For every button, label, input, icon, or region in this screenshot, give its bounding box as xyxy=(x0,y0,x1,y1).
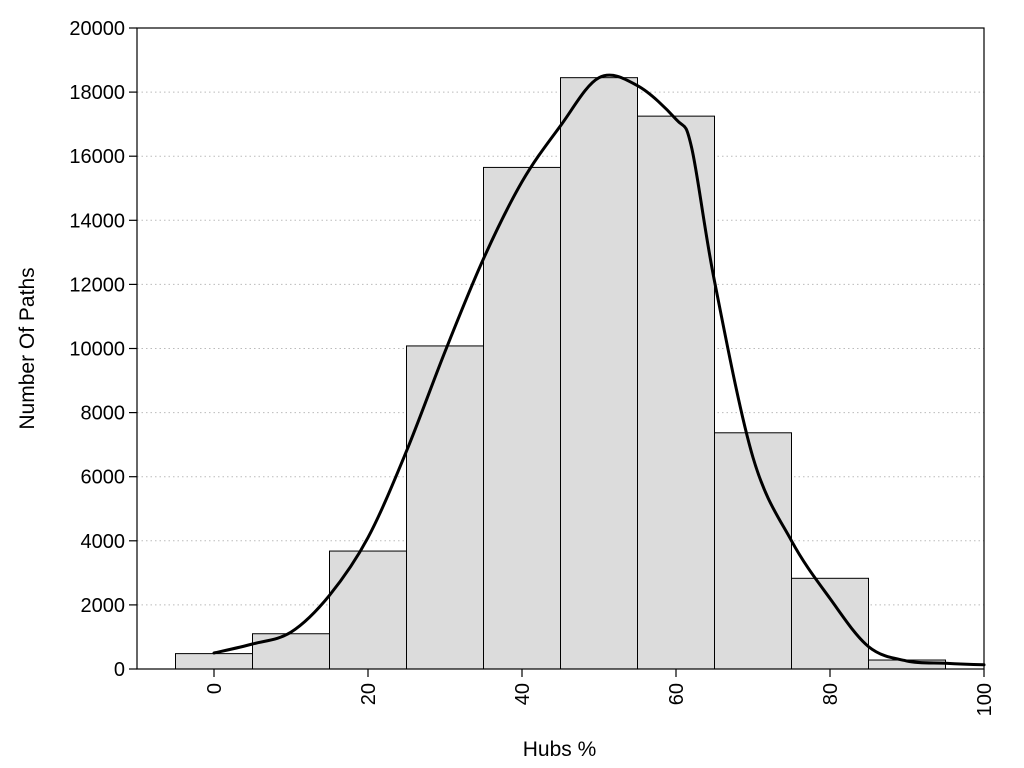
x-tick-label: 100 xyxy=(974,683,996,716)
x-tick-label: 0 xyxy=(204,683,226,694)
y-tick-label: 12000 xyxy=(69,274,125,296)
y-tick-label: 14000 xyxy=(69,210,125,232)
y-tick-label: 2000 xyxy=(81,595,126,617)
x-tick-label: 20 xyxy=(358,683,380,705)
histogram-bar-20 xyxy=(329,550,407,670)
density-curve xyxy=(212,73,986,667)
histogram-bar-40 xyxy=(483,166,561,670)
x-axis-label: Hubs % xyxy=(523,738,597,761)
histogram-bar-60 xyxy=(637,115,715,670)
y-tick-label: 16000 xyxy=(69,146,125,168)
y-tick-label: 10000 xyxy=(69,339,125,361)
histogram-bars xyxy=(175,77,946,670)
y-tick-label: 0 xyxy=(114,659,125,681)
y-axis-ticks: 0 2000 4000 6000 8000 10000 12000 14000 16000 180… xyxy=(69,18,137,681)
histogram-bar-80 xyxy=(791,577,869,670)
y-tick-label: 18000 xyxy=(69,82,125,104)
histogram-bar-0 xyxy=(175,653,253,670)
histogram-bar-30 xyxy=(406,345,484,670)
x-axis-ticks: 0 20 40 60 80 100 xyxy=(204,669,996,716)
y-tick-label: 20000 xyxy=(69,18,125,40)
y-tick-label: 8000 xyxy=(81,403,126,425)
y-tick-label: 6000 xyxy=(81,467,126,489)
y-tick-label: 4000 xyxy=(81,531,126,553)
x-tick-label: 60 xyxy=(666,683,688,705)
histogram-bar-50 xyxy=(560,77,638,670)
histogram-bar-70 xyxy=(714,432,792,670)
x-tick-label: 40 xyxy=(512,683,534,705)
y-axis-label: Number Of Paths xyxy=(16,267,39,429)
x-tick-label: 80 xyxy=(820,683,842,705)
histogram-bar-10 xyxy=(252,633,330,670)
